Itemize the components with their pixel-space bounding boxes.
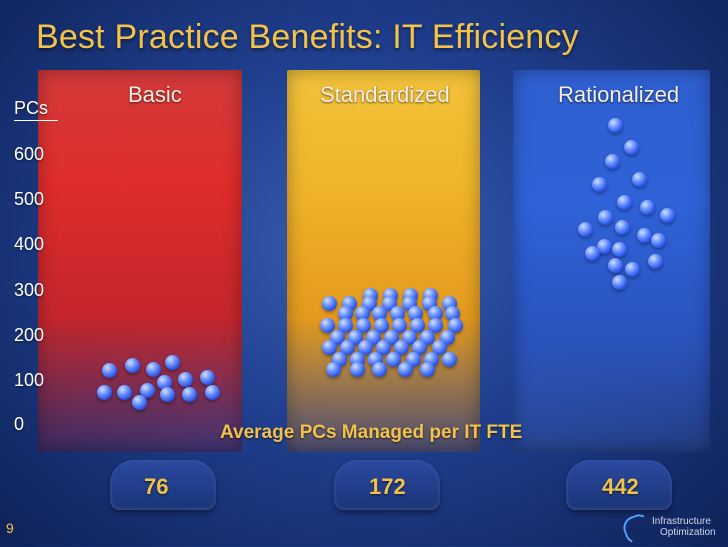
rationalized-pc-dot [625, 262, 640, 277]
standardized-pc-dot [408, 306, 423, 321]
standardized-pc-dot [374, 318, 389, 333]
rationalized-pc-dot [648, 254, 663, 269]
rationalized-pc-dot [617, 195, 632, 210]
standardized-pc-dot [412, 340, 427, 355]
y-tick-400: 400 [14, 234, 45, 254]
y-tick-100: 100 [14, 370, 45, 390]
standardized-pc-dot [428, 318, 443, 333]
standardized-pc-dot [372, 362, 387, 377]
value-standardized: 172 [369, 474, 406, 499]
category-label-basic: Basic [128, 82, 182, 107]
brand-text: Infrastructure Optimization [652, 516, 716, 538]
standardized-pc-dot [350, 362, 365, 377]
value-pill-standardized [334, 460, 440, 510]
category-label-rationalized: Rationalized [558, 82, 680, 107]
standardized-pc-dot [445, 306, 460, 321]
standardized-pc-dot [390, 306, 405, 321]
basic-pc-dot [178, 372, 193, 387]
basic-pc-dot [132, 395, 147, 410]
chart-subtitle: Average PCs Managed per IT FTE [220, 422, 523, 443]
value-rationalized: 442 [602, 474, 639, 499]
value-basic: 76 [144, 474, 169, 499]
standardized-pc-dot [322, 296, 337, 311]
rationalized-pc-dot [608, 118, 623, 133]
rationalized-pc-dot [660, 208, 675, 223]
basic-pc-dot [160, 387, 175, 402]
slide-number: 9 [6, 520, 14, 536]
brand-line-1: Infrastructure [652, 516, 711, 527]
basic-pc-dot [146, 362, 161, 377]
basic-pc-dot [200, 370, 215, 385]
rationalized-pc-dot [578, 222, 593, 237]
y-axis-label: PCs [14, 98, 49, 118]
standardized-pc-dot [392, 318, 407, 333]
y-tick-300: 300 [14, 280, 45, 300]
basic-pc-dot [140, 383, 155, 398]
rationalized-pc-dot [597, 239, 612, 254]
rationalized-pc-dot [624, 140, 639, 155]
standardized-pc-dot [432, 340, 447, 355]
rationalized-pc-dot [605, 154, 620, 169]
basic-pc-dot [165, 355, 180, 370]
standardized-pc-dot [338, 318, 353, 333]
y-tick-0: 0 [14, 414, 25, 434]
standardized-pc-dot [428, 306, 443, 321]
column-standardized [287, 70, 480, 452]
brand-line-2: Optimization [660, 527, 716, 538]
basic-pc-dot [157, 375, 172, 390]
rationalized-pc-dot [632, 172, 647, 187]
category-label-standardized: Standardized [320, 82, 450, 107]
basic-pc-dot [97, 385, 112, 400]
standardized-pc-dot [320, 318, 335, 333]
rationalized-pc-dot [640, 200, 655, 215]
value-pill-basic [110, 460, 216, 510]
rationalized-pc-dot [612, 275, 627, 290]
y-tick-600: 600 [14, 144, 45, 164]
standardized-pc-dot [358, 340, 373, 355]
rationalized-pc-dot [651, 233, 666, 248]
standardized-pc-dot [326, 362, 341, 377]
standardized-pc-dot [420, 362, 435, 377]
basic-pc-dot [205, 385, 220, 400]
infrastructure-optimization-logo-icon [620, 511, 656, 547]
standardized-pc-dot [356, 318, 371, 333]
rationalized-pc-dot [637, 228, 652, 243]
y-axis-label-underline [14, 120, 58, 121]
y-tick-200: 200 [14, 325, 45, 345]
standardized-pc-dot [376, 340, 391, 355]
standardized-pc-dot [372, 306, 387, 321]
standardized-pc-dot [394, 340, 409, 355]
value-pill-rationalized [566, 460, 672, 510]
basic-pc-dot [117, 385, 132, 400]
slide-title: Best Practice Benefits: IT Efficiency [36, 18, 579, 56]
rationalized-pc-dot [608, 258, 623, 273]
rationalized-pc-dot [592, 177, 607, 192]
standardized-pc-dot [338, 306, 353, 321]
rationalized-pc-dot [585, 246, 600, 261]
standardized-pc-dot [386, 352, 401, 367]
standardized-pc-dot [322, 340, 337, 355]
basic-pc-dot [102, 363, 117, 378]
basic-pc-dot [125, 358, 140, 373]
standardized-pc-dot [355, 306, 370, 321]
standardized-pc-dot [442, 352, 457, 367]
y-tick-500: 500 [14, 189, 45, 209]
rationalized-pc-dot [615, 220, 630, 235]
rationalized-pc-dot [598, 210, 613, 225]
standardized-pc-dot [398, 362, 413, 377]
standardized-pc-dot [340, 340, 355, 355]
standardized-pc-dot [410, 318, 425, 333]
rationalized-pc-dot [612, 242, 627, 257]
standardized-pc-dot [448, 318, 463, 333]
basic-pc-dot [182, 387, 197, 402]
